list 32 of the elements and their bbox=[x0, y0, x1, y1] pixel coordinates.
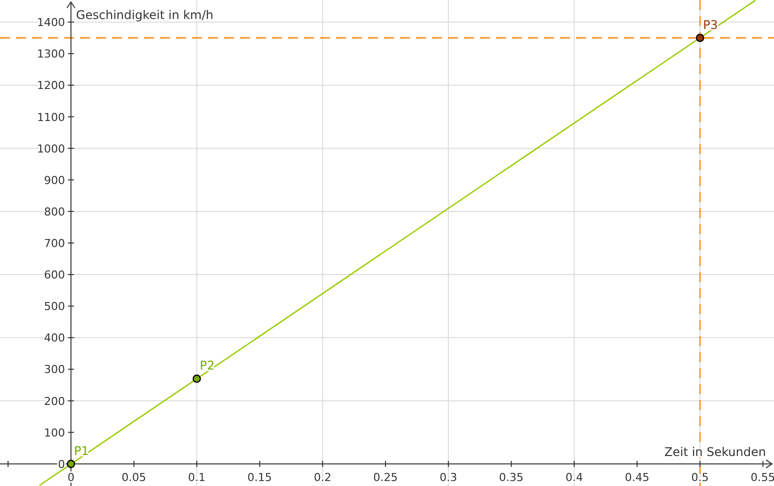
y-tick-label: 800 bbox=[44, 205, 65, 218]
point bbox=[696, 34, 704, 42]
x-tick-label: 0.05 bbox=[122, 470, 146, 484]
y-tick-label: 400 bbox=[44, 332, 65, 345]
x-tick-label: 0.55 bbox=[750, 470, 774, 484]
x-tick-label: 0.45 bbox=[624, 470, 650, 484]
x-tick-label: 0.25 bbox=[373, 470, 398, 484]
y-tick-label: 1300 bbox=[36, 48, 65, 61]
y-tick-label: 1000 bbox=[36, 142, 65, 156]
y-tick-label: 200 bbox=[44, 394, 65, 408]
x-tick-label: 0.4 bbox=[565, 470, 583, 484]
x-tick-label: 0.15 bbox=[247, 470, 272, 484]
point bbox=[192, 374, 201, 383]
y-tick-label: 900 bbox=[44, 174, 65, 187]
annotation: P3 bbox=[703, 18, 718, 32]
y-tick-label: 1100 bbox=[36, 110, 65, 124]
y-tick-label: 100 bbox=[44, 426, 65, 440]
x-tick-label: 0.35 bbox=[499, 470, 524, 484]
x-tick-label: 0.3 bbox=[440, 470, 458, 484]
y-tick-label: 600 bbox=[44, 268, 65, 282]
point bbox=[66, 460, 76, 468]
annotation: P2 bbox=[200, 358, 215, 373]
x-tick-label: 0.5 bbox=[691, 470, 709, 484]
y-tick-label: 500 bbox=[44, 300, 65, 314]
y-tick-label: 1400 bbox=[36, 16, 65, 30]
x-tick-label: 0.2 bbox=[314, 470, 332, 484]
x-tick-label: 0.1 bbox=[188, 470, 206, 484]
y-tick-label: 1200 bbox=[36, 79, 65, 92]
annotation: P1 bbox=[74, 444, 89, 458]
y-tick-label: 700 bbox=[44, 237, 65, 250]
y-axis-title: Geschindigkeit in km/h bbox=[76, 8, 214, 22]
y-tick-label: 300 bbox=[44, 363, 65, 376]
